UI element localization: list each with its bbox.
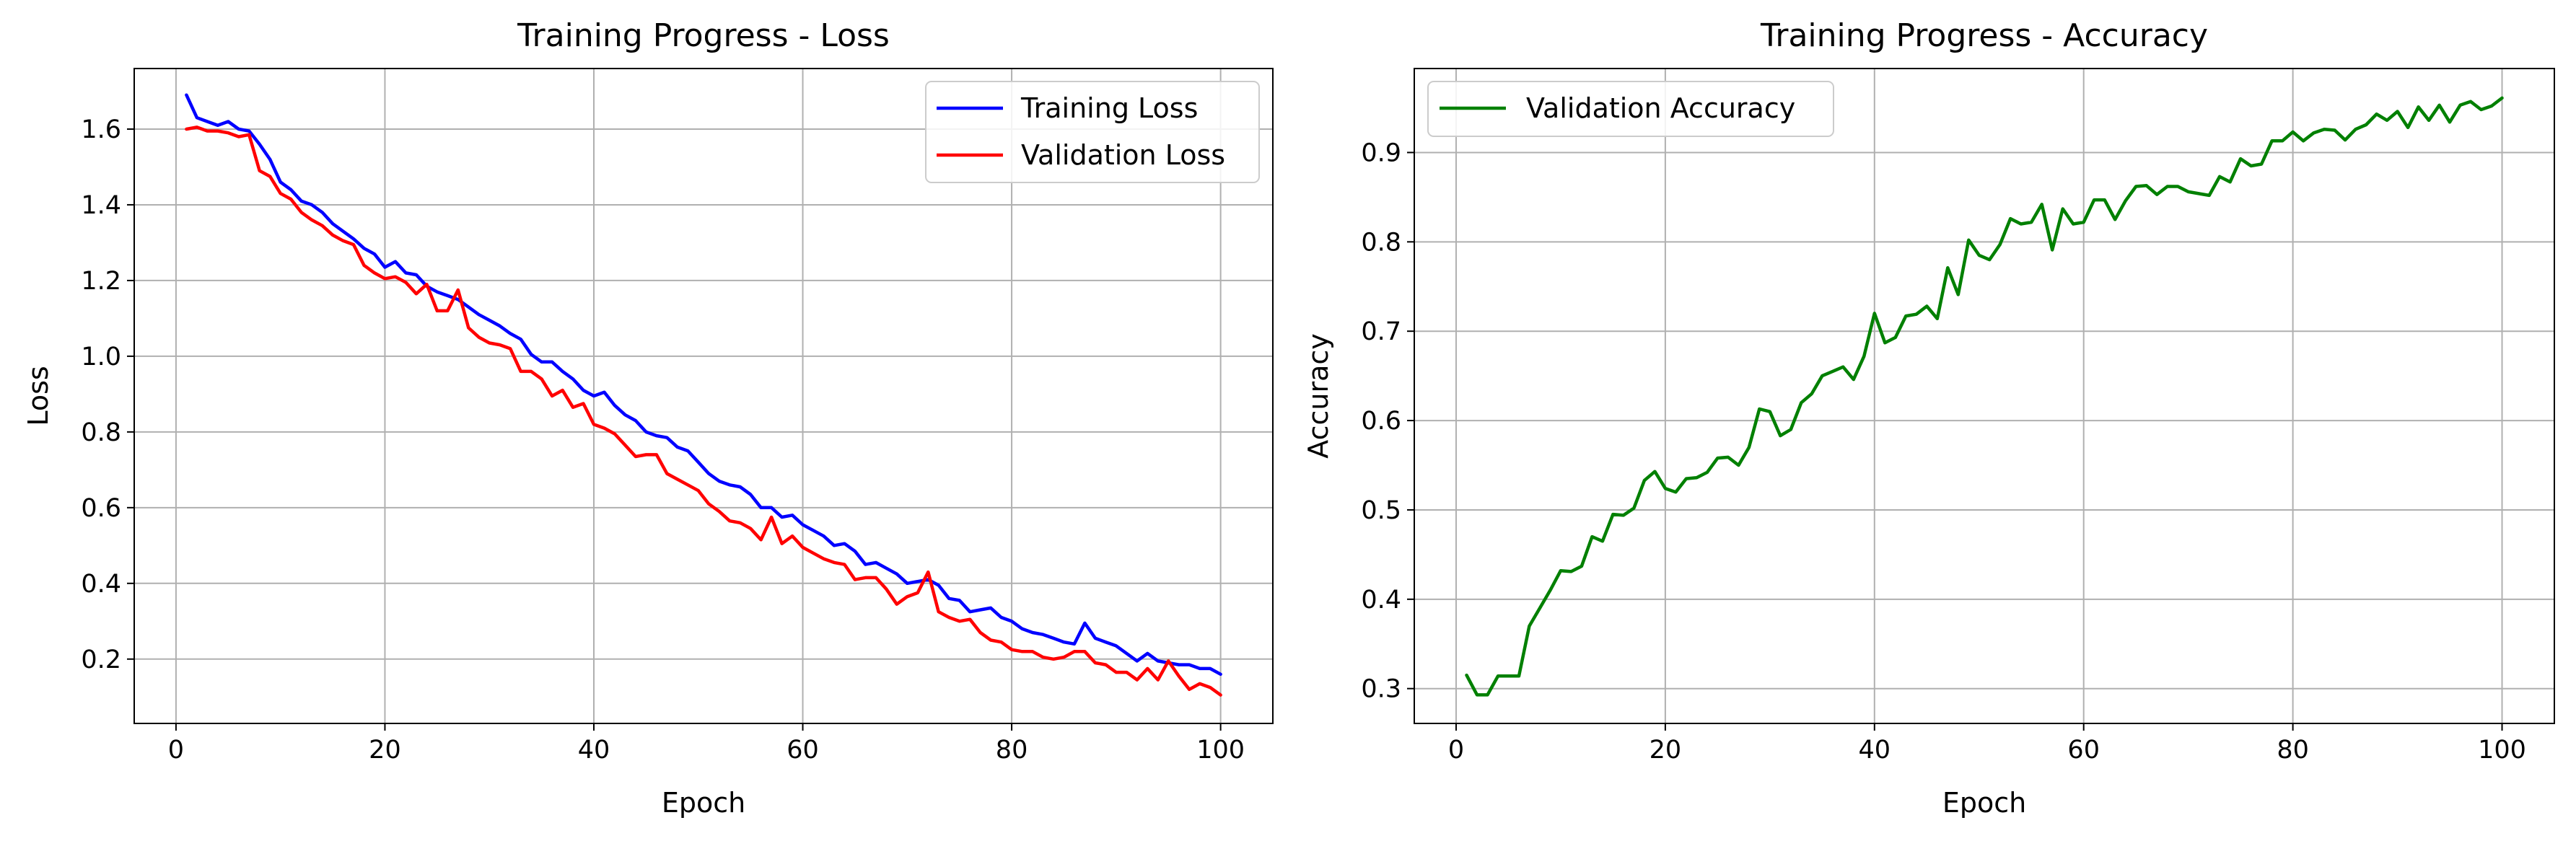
accuracy-chart-ylabel: Accuracy — [1302, 333, 1334, 459]
loss-chart-ylabel: Loss — [22, 366, 54, 426]
accuracy-y-tick-label: 0.7 — [1361, 317, 1401, 346]
loss-x-tick-label: 40 — [578, 736, 610, 765]
accuracy-y-tick-label: 0.3 — [1361, 675, 1401, 704]
accuracy-x-tick-label: 0 — [1448, 736, 1464, 765]
accuracy-y-tick-label: 0.8 — [1361, 228, 1401, 257]
accuracy-x-tick-label: 40 — [1859, 736, 1891, 765]
loss-chart-legend: Training Loss Validation Loss — [925, 81, 1260, 183]
loss-y-tick-label: 1.4 — [81, 191, 121, 220]
accuracy-y-tick-label: 0.6 — [1361, 407, 1401, 436]
loss-y-tick-label: 0.6 — [81, 494, 121, 523]
accuracy-y-tick-label: 0.5 — [1361, 496, 1401, 525]
accuracy-y-tick-label: 0.4 — [1361, 586, 1401, 615]
series-line-validation-accuracy — [1465, 96, 2504, 697]
loss-y-tick-label: 0.2 — [81, 646, 121, 674]
loss-legend-box — [925, 81, 1260, 183]
accuracy-x-tick-label: 80 — [2277, 736, 2309, 765]
legend-label-validation-loss: Validation Loss — [1021, 139, 1225, 171]
loss-x-tick-label: 60 — [787, 736, 819, 765]
accuracy-chart-xlabel: Epoch — [1942, 787, 2026, 819]
legend-label-training-loss: Training Loss — [1020, 92, 1198, 124]
series-line-training-loss — [185, 93, 1222, 677]
accuracy-chart: Training Progress - Accuracy 0 20 40 60 80 10… — [1302, 17, 2555, 819]
loss-chart-title: Training Progress - Loss — [517, 17, 890, 54]
loss-chart: Training Progress - Loss 0 20 40 60 80 100 0.2… — [22, 17, 1274, 819]
series-line-validation-loss — [185, 126, 1222, 697]
loss-y-tick-label: 0.8 — [81, 418, 121, 447]
accuracy-chart-grid — [1414, 69, 2554, 723]
accuracy-chart-title: Training Progress - Accuracy — [1760, 17, 2208, 54]
loss-x-tick-label: 100 — [1196, 736, 1245, 765]
accuracy-x-tick-label: 60 — [2067, 736, 2100, 765]
loss-x-tick-label: 0 — [168, 736, 184, 765]
loss-y-tick-label: 1.0 — [81, 343, 121, 371]
accuracy-y-tick-label: 0.9 — [1361, 138, 1401, 167]
accuracy-chart-legend: Validation Accuracy — [1427, 81, 1834, 137]
accuracy-chart-plot-frame — [1414, 68, 2555, 724]
loss-x-tick-label: 20 — [369, 736, 401, 765]
accuracy-x-tick-label: 100 — [2478, 736, 2526, 765]
loss-chart-ticks: 0 20 40 60 80 100 0.2 0.4 0.6 0.8 1.0 1.2 1.4 1.6 — [81, 115, 1245, 765]
loss-chart-lines — [185, 93, 1222, 697]
accuracy-chart-ticks: 0 20 40 60 80 100 0.3 0.4 0.5 0.6 0.7 0.8 0.9 — [1361, 138, 2526, 765]
loss-chart-plot-frame — [133, 68, 1274, 724]
accuracy-chart-lines — [1465, 96, 2504, 697]
accuracy-x-tick-label: 20 — [1650, 736, 1682, 765]
accuracy-legend-box — [1427, 81, 1834, 137]
loss-x-tick-label: 80 — [996, 736, 1028, 765]
loss-y-tick-label: 0.4 — [81, 570, 121, 599]
loss-y-tick-label: 1.6 — [81, 115, 121, 144]
legend-label-validation-accuracy: Validation Accuracy — [1526, 92, 1795, 124]
loss-chart-xlabel: Epoch — [662, 787, 745, 819]
loss-y-tick-label: 1.2 — [81, 267, 121, 296]
